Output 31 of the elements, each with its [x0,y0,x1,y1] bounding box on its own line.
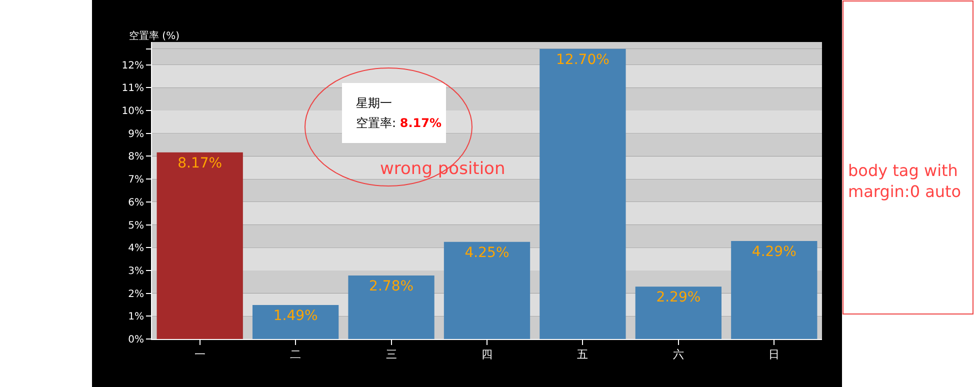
y-tick-label: 4% [128,243,144,254]
x-tick-label: 六 [672,348,684,362]
data-label: 4.29% [752,244,796,260]
data-label: 8.17% [178,155,222,172]
data-label: 1.49% [273,308,318,324]
data-label: 12.70% [556,52,610,68]
y-tick-label: 3% [128,266,144,277]
annotation: 星期一 [356,96,392,110]
y-tick-label: 12% [122,60,144,72]
y-tick-label: 8% [128,152,144,163]
x-tick-label: 一 [194,348,206,362]
data-label: 4.25% [464,244,510,261]
y-tick-label: 11% [122,83,144,94]
y-tick-label: 9% [128,128,144,140]
x-tick-label: 日 [768,348,780,362]
annotation: 空置率: 8.17% [356,116,442,130]
y-tick-label: 6% [128,197,144,208]
x-tick-label: 三 [386,348,397,362]
text: body tag with margin:0 auto [848,161,962,201]
data-label: 2.78% [369,278,414,294]
y-tick-label: 5% [128,220,144,232]
x-tick-label: 四 [482,348,492,362]
y-tick-label: 0% [128,334,144,346]
y-tick-label: 7% [128,174,144,186]
y-tick-label: 2% [128,288,144,300]
y-tick-label: 10% [122,106,144,118]
y-axis-title: 空置率 (%) [129,30,180,42]
x-tick-label: 五 [577,348,588,362]
data-label: 2.29% [656,290,701,306]
y-tick-label: 1% [128,312,144,323]
x-tick-label: 二 [290,348,302,362]
